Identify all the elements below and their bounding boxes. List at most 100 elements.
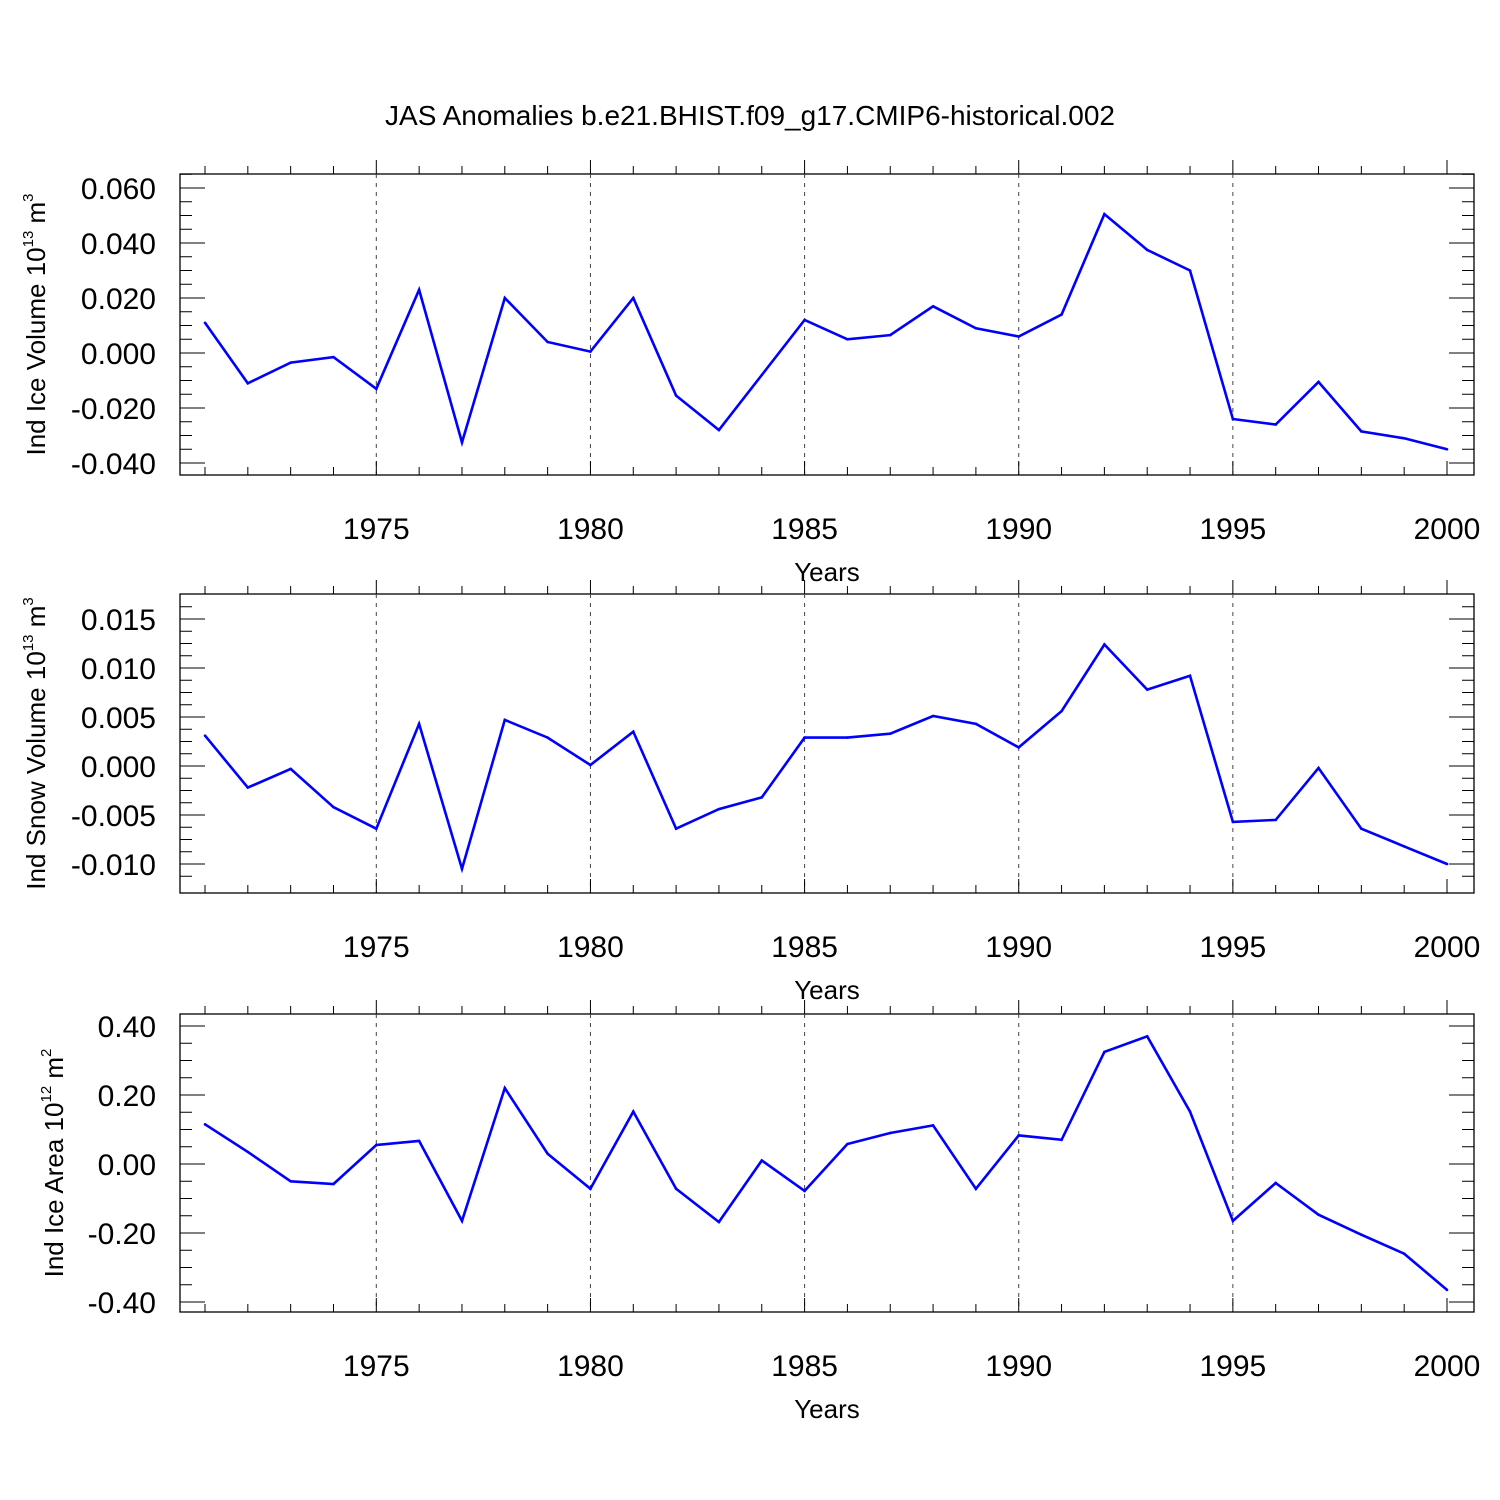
data-point [289,1179,292,1183]
x-tick-label: 1980 [557,931,624,964]
data-point [1445,1288,1449,1292]
data-point [803,318,806,322]
data-point [674,1187,678,1191]
data-point [1360,827,1363,831]
data-point [417,288,421,292]
data-point [1360,1233,1363,1237]
data-point [846,1142,849,1146]
data-point [1445,447,1449,451]
data-point [546,736,549,739]
data-point [1317,380,1320,384]
y-axis-label-unit-exp: 3 [20,597,37,605]
data-point [1231,1219,1235,1223]
data-point [460,441,464,444]
y-tick-label: -0.40 [88,1287,156,1320]
y-tick-label: 0.20 [98,1080,156,1113]
data-point [332,355,335,359]
y-axis-label-main: Ind Snow Volume 10 [21,651,51,890]
x-tick-label: 1975 [343,931,410,964]
data-point [931,1124,935,1127]
data-point [1231,820,1235,824]
data-point [546,1152,549,1155]
data-point [1231,417,1235,421]
data-point [1274,818,1277,822]
y-tick-label: -0.005 [71,800,156,833]
plot-frame [179,173,1475,476]
data-point [1317,766,1320,770]
y-axis-label-main: Ind Ice Volume 10 [21,247,51,455]
y-tick-label: -0.040 [71,448,156,481]
plot-frame [179,593,1475,894]
x-tick-label: 2000 [1414,931,1481,964]
y-tick-label: -0.20 [88,1218,156,1251]
series-line-ice-area [204,1034,1448,1291]
x-tick-label: 1995 [1199,931,1266,964]
data-point [674,394,678,397]
data-point [1402,845,1406,848]
data-point [717,1220,721,1224]
data-point [1360,430,1363,433]
data-point [1103,643,1106,646]
data-point [246,786,250,789]
x-tick-label: 2000 [1414,513,1481,546]
y-axis-label-exp: 13 [20,231,37,248]
data-point [203,321,207,325]
x-tick-label: 1975 [343,1350,410,1383]
series-line-snow-volume [203,642,1448,874]
y-axis-label: Ind Ice Volume 1013 m3 [20,193,51,455]
data-point [246,1150,250,1154]
data-point [803,736,806,739]
data-point [503,1086,507,1090]
data-point [460,1219,464,1223]
x-tick-label: 1990 [985,513,1052,546]
data-point [846,337,849,341]
x-tick-label: 1990 [985,1350,1052,1383]
y-axis-label-unit-exp: 3 [20,193,37,201]
x-tick-label: 1995 [1199,1350,1266,1383]
data-point [546,340,549,344]
data-point [631,730,635,733]
data-point [631,1110,635,1113]
data-point [717,428,721,432]
data-point [760,796,764,799]
y-tick-label: 0.040 [81,228,156,261]
x-tick-label: 1995 [1199,513,1266,546]
y-tick-label: 0.00 [98,1149,156,1182]
y-axis-label-unit: m [21,606,51,635]
panel-snow-volume: 1975 1980 1985 1990 1995 2000 0.015 0.010 0.005 0… [20,580,1480,1005]
data-point [1274,423,1277,426]
y-tick-label: 0.000 [81,338,156,371]
data-point [674,827,678,831]
series-line-ice-volume [203,211,1448,451]
data-point [589,1187,592,1191]
data-point [803,1189,806,1193]
data-point [974,326,978,330]
y-axis-label-main: Ind Ice Area 10 [39,1103,69,1278]
x-tick-label: 1985 [771,931,838,964]
data-point [589,350,592,353]
data-point [332,1182,335,1186]
plot-frame [179,1013,1475,1313]
y-tick-label: 0.015 [81,604,156,637]
y-tick-label: -0.020 [71,393,156,426]
data-point [375,1143,378,1147]
data-point [1017,1134,1021,1137]
x-tick-label: 1985 [771,513,838,546]
data-point [375,827,378,831]
y-axis-label-unit: m [39,1057,69,1086]
data-point [1145,248,1149,252]
y-tick-label: 0.020 [81,283,156,316]
y-tick-label: -0.010 [71,849,156,882]
y-axis-label: Ind Ice Area 1012 m2 [38,1049,69,1278]
data-point [246,381,250,385]
data-point [1402,436,1406,440]
y-axis-label-exp: 13 [20,635,37,652]
y-tick-label: 0.40 [98,1011,156,1044]
data-point [417,1139,421,1143]
x-tick-label: 1985 [771,1350,838,1383]
data-point [931,714,935,718]
data-point [974,722,978,726]
data-point [1145,688,1149,691]
data-point [503,296,507,300]
data-point [332,805,335,809]
